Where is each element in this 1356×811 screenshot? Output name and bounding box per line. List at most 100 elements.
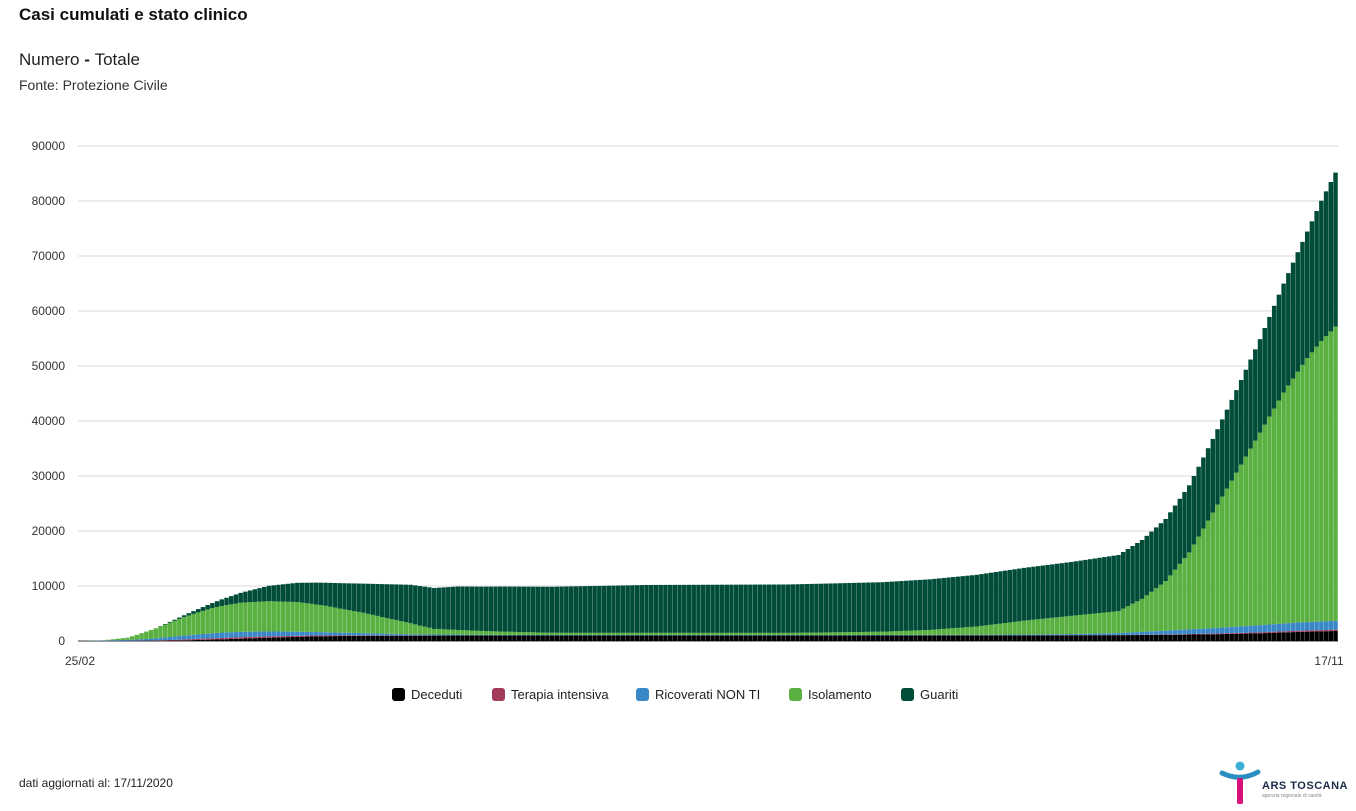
bar-segment xyxy=(460,587,464,631)
bar-segment xyxy=(305,583,309,604)
bar-segment xyxy=(923,635,927,641)
legend-item[interactable]: Guariti xyxy=(901,687,958,702)
bar-segment xyxy=(1239,465,1243,627)
bar-segment xyxy=(1111,633,1115,635)
bar-segment xyxy=(1064,616,1068,634)
bar-segment xyxy=(791,633,795,635)
legend-item[interactable]: Isolamento xyxy=(789,687,872,702)
bar-segment xyxy=(1267,632,1271,633)
bar-segment xyxy=(1074,635,1078,641)
bar-segment xyxy=(1126,633,1130,635)
bar-segment xyxy=(654,585,658,633)
bar-segment xyxy=(1074,634,1078,635)
legend-item[interactable]: Deceduti xyxy=(392,687,462,702)
bar-segment xyxy=(309,604,313,632)
bar-segment xyxy=(588,586,592,633)
bar-segment xyxy=(899,631,903,635)
bar-segment xyxy=(838,632,842,635)
bar-segment xyxy=(276,637,280,641)
bar-segment xyxy=(1211,513,1215,629)
bar-segment xyxy=(248,632,252,637)
bar-segment xyxy=(1281,284,1285,393)
bar-segment xyxy=(333,633,337,636)
y-tick-label: 40000 xyxy=(32,414,66,428)
bar-segment xyxy=(1187,485,1191,552)
legend-item[interactable]: Terapia intensiva xyxy=(492,687,609,702)
bar-segment xyxy=(550,587,554,633)
bar-segment xyxy=(413,624,417,634)
bar-segment xyxy=(1126,606,1130,632)
bar-segment xyxy=(446,630,450,635)
bar-segment xyxy=(1286,623,1290,631)
bar-segment xyxy=(984,625,988,634)
bar-segment xyxy=(1244,633,1248,634)
bar-segment xyxy=(658,633,662,635)
bar-segment xyxy=(1022,621,1026,635)
bar-segment xyxy=(1069,562,1073,616)
bar-segment xyxy=(290,632,294,636)
bar-segment xyxy=(1003,635,1007,641)
bar-segment xyxy=(885,635,889,641)
bar-segment xyxy=(1192,476,1196,544)
bar-segment xyxy=(682,635,686,641)
bar-segment xyxy=(1083,560,1087,615)
bar-segment xyxy=(555,636,559,642)
bar-segment xyxy=(1003,623,1007,635)
bar-segment xyxy=(1064,634,1068,635)
bar-segment xyxy=(446,636,450,641)
bar-segment xyxy=(399,621,403,634)
bar-segment xyxy=(1012,622,1016,635)
bar-segment xyxy=(168,623,172,637)
bar-segment xyxy=(281,602,285,632)
bar-segment xyxy=(833,632,837,635)
bar-segment xyxy=(276,636,280,637)
bar-segment xyxy=(1078,561,1082,615)
bar-segment xyxy=(819,632,823,635)
bar-segment xyxy=(1159,523,1163,584)
bar-segment xyxy=(234,594,238,603)
bar-segment xyxy=(1031,620,1035,635)
bar-segment xyxy=(1036,566,1040,619)
bar-segment xyxy=(356,633,360,635)
bar-segment xyxy=(649,633,653,635)
bar-segment xyxy=(1234,473,1238,627)
legend-item[interactable]: Ricoverati NON TI xyxy=(636,687,760,702)
bar-segment xyxy=(253,637,257,638)
bars-group xyxy=(83,173,1338,641)
bar-segment xyxy=(323,583,327,606)
bar-segment xyxy=(1102,557,1106,612)
bar-segment xyxy=(592,586,596,633)
bar-segment xyxy=(451,635,455,636)
y-tick-label: 10000 xyxy=(32,579,66,593)
bar-segment xyxy=(271,631,275,636)
bar-segment xyxy=(1253,349,1257,440)
legend-swatch xyxy=(789,688,802,701)
bar-segment xyxy=(852,632,856,635)
bar-segment xyxy=(975,635,979,641)
bar-segment xyxy=(857,583,861,632)
bar-segment xyxy=(371,615,375,633)
bar-segment xyxy=(300,603,304,632)
bar-segment xyxy=(479,631,483,635)
bar-segment xyxy=(786,584,790,632)
bar-segment xyxy=(371,584,375,615)
bar-segment xyxy=(333,635,337,636)
bar-segment xyxy=(729,635,733,641)
bar-segment xyxy=(866,635,870,641)
bar-segment xyxy=(758,633,762,635)
bar-segment xyxy=(847,635,851,641)
bar-segment xyxy=(1215,628,1219,634)
bar-segment xyxy=(555,587,559,633)
bar-segment xyxy=(1329,182,1333,331)
bar-segment xyxy=(1041,635,1045,641)
bar-segment xyxy=(1027,567,1031,620)
bar-segment xyxy=(1206,634,1210,635)
bar-segment xyxy=(163,624,167,625)
bar-segment xyxy=(1229,634,1233,641)
bar-segment xyxy=(116,640,120,641)
bar-segment xyxy=(465,636,469,642)
bar-segment xyxy=(432,629,436,635)
bar-segment xyxy=(710,585,714,633)
bar-segment xyxy=(305,637,309,641)
bar-segment xyxy=(654,633,658,635)
